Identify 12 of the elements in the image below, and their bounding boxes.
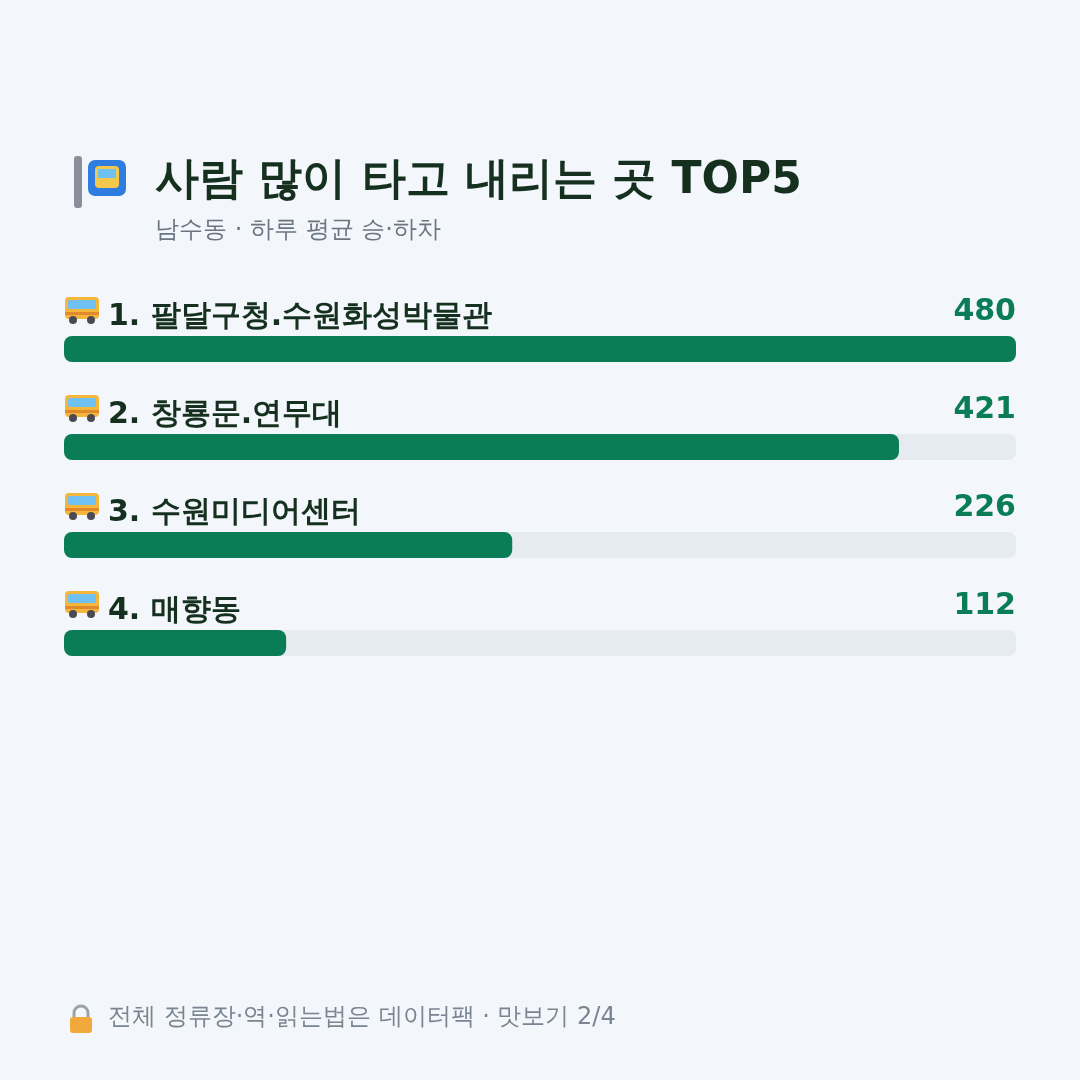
data-label: 226 xyxy=(953,487,1016,523)
text: 전체 정류장·역·읽는법은 데이터팩 · 맛보기 2/4 xyxy=(108,1002,616,1030)
bar xyxy=(64,630,287,656)
y-tick-label: 4. 매향동 xyxy=(108,590,241,626)
data-label: 421 xyxy=(953,389,1016,425)
data-label: 112 xyxy=(953,585,1016,621)
chart-title: 사람 많이 타고 내리는 곳 TOP5 xyxy=(155,151,802,203)
data-label: 480 xyxy=(953,291,1016,327)
chart-subtitle: 남수동 · 하루 평균 승·하차 xyxy=(155,215,441,243)
y-tick-label: 3. 수원미디어센터 xyxy=(108,492,361,528)
y-tick-label: 1. 팔달구청.수원화성박물관 xyxy=(108,296,493,332)
y-tick-label: 2. 창룡문.연무대 xyxy=(108,394,343,430)
